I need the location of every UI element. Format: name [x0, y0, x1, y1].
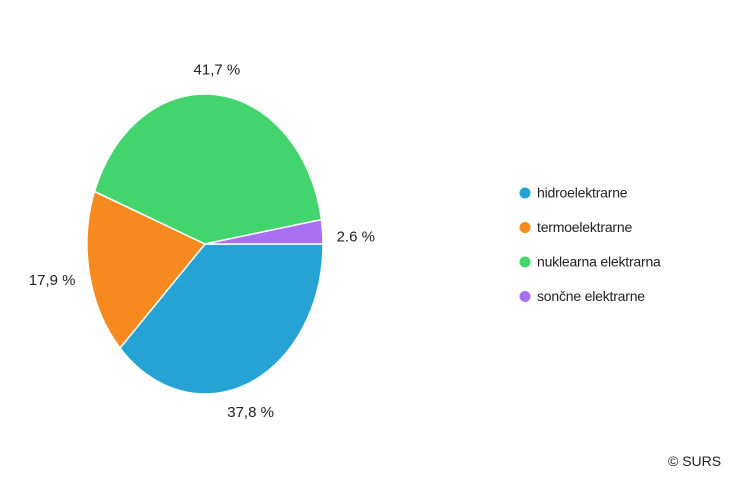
- legend-label-1: hidroelektrarne: [537, 185, 628, 201]
- pie-slice-3: [93, 93, 323, 245]
- source-credit: © SURS: [668, 453, 722, 469]
- pie-slice-4: [204, 218, 324, 245]
- slice-label-1: 37,8 %: [227, 404, 274, 421]
- legend-marker-2: [519, 222, 531, 233]
- legend-marker-3: [519, 256, 531, 268]
- legend-label-4: sončne elektrarne: [537, 288, 645, 304]
- legend-marker-4: [519, 291, 531, 302]
- legend: hidroelektrarne termoelektrarne nuklearna …: [519, 185, 661, 304]
- slice-label-2: 17,9 %: [29, 272, 76, 289]
- slice-label-4: 2.6 %: [337, 228, 375, 245]
- pie-slices: [86, 93, 324, 395]
- slice-labels: 37,8 % 17,9 % 41,7 % 2.6 %: [29, 62, 375, 421]
- legend-marker-1: [519, 187, 531, 199]
- legend-label-2: termoelektrarne: [537, 219, 632, 235]
- pie-slice-1: [119, 243, 324, 395]
- legend-label-3: nuklearna elektrarna: [537, 254, 661, 270]
- slice-label-3: 41,7 %: [194, 62, 241, 79]
